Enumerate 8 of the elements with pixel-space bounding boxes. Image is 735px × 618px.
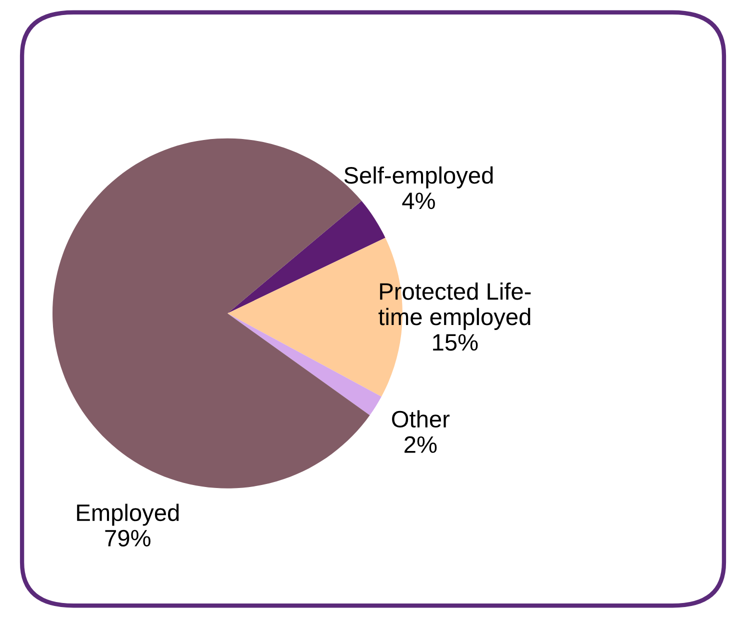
data-label: 4% — [402, 192, 435, 210]
slice-label: Other — [392, 410, 450, 428]
slice-label: Employed — [77, 504, 179, 526]
data-label: 79% — [105, 530, 150, 547]
slice-label: Self-employed — [344, 166, 493, 188]
data-label: 15% — [433, 334, 478, 351]
data-label: 2% — [404, 436, 437, 453]
slice-label: Protected Life- time employed — [378, 282, 531, 330]
